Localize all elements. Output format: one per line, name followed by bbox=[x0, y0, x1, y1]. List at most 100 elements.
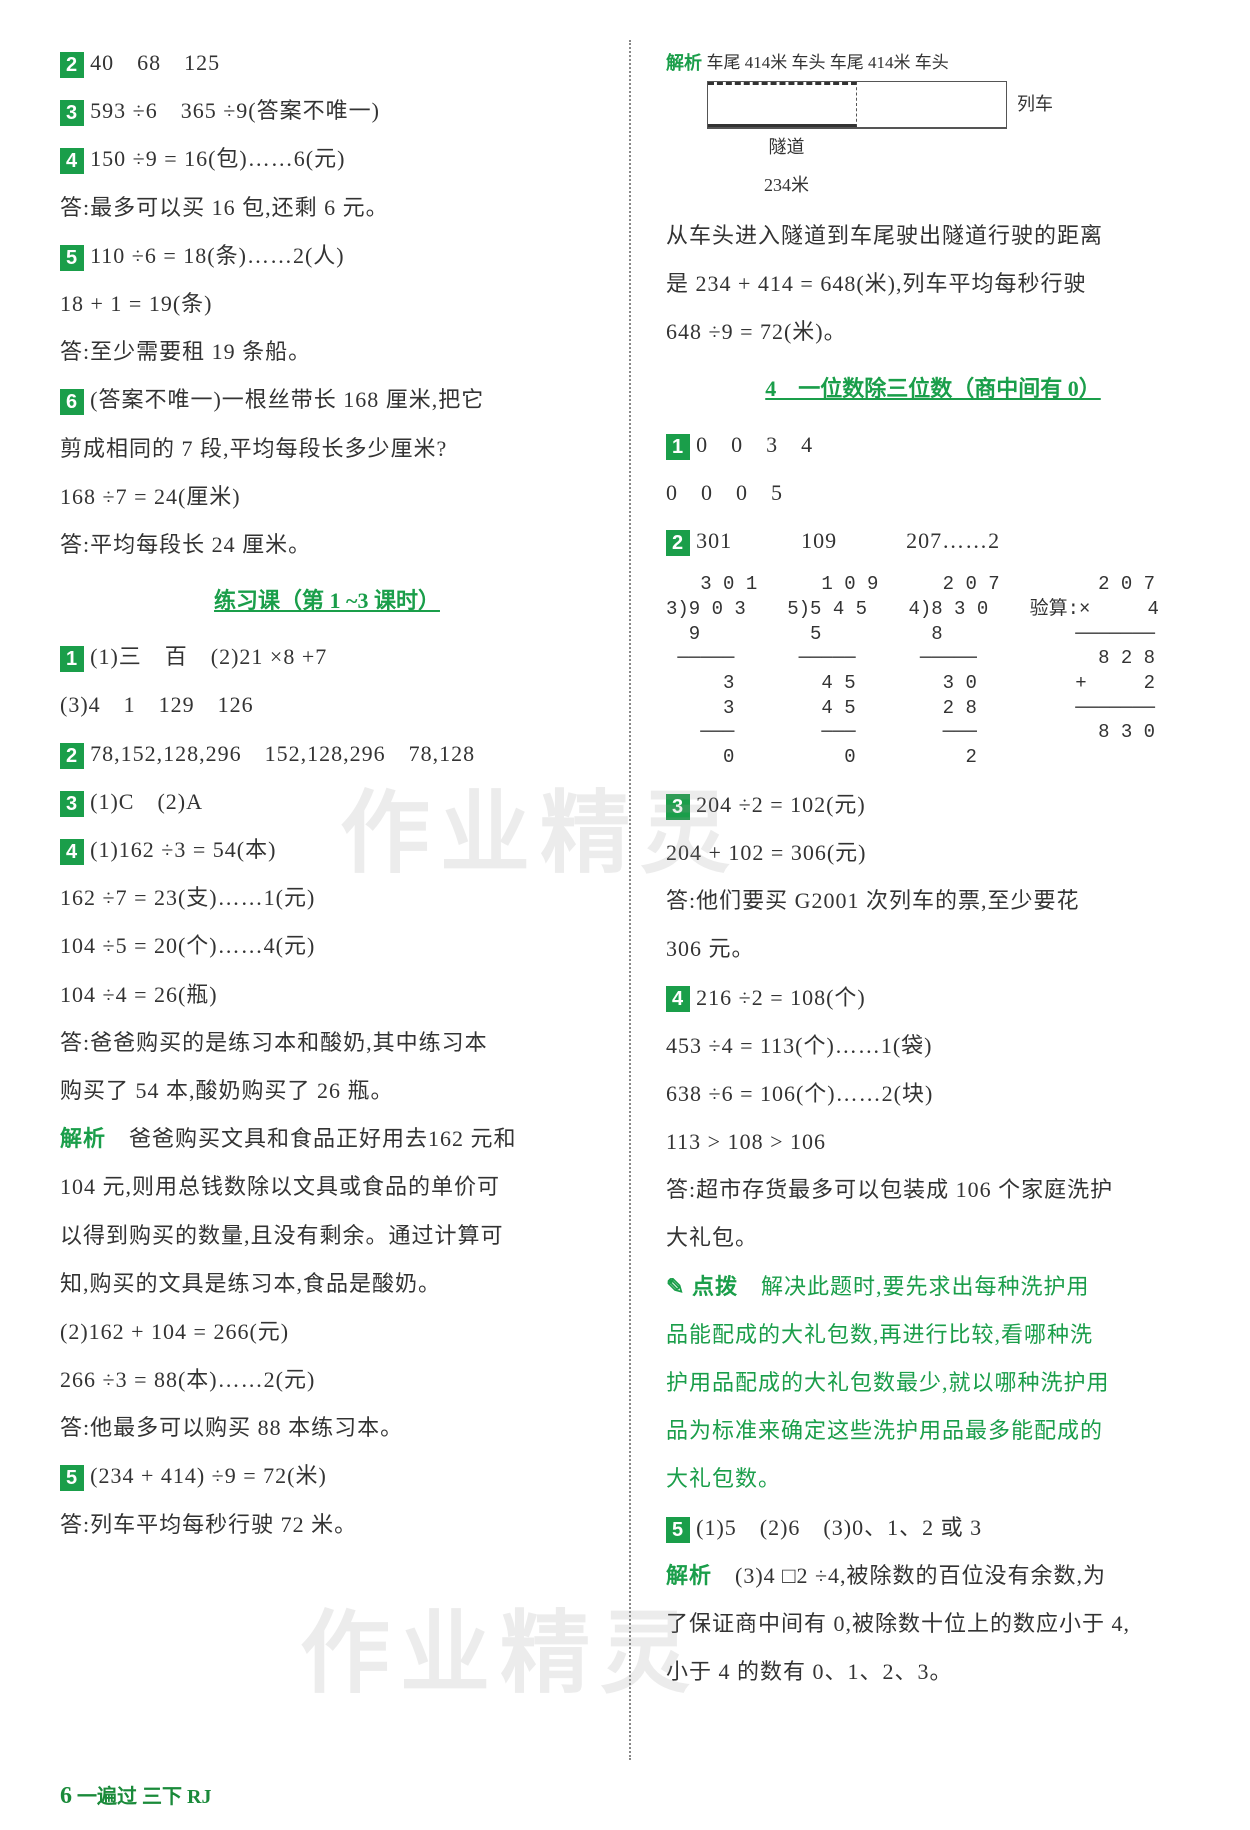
analysis-line: 解析 (3)4 □2 ÷4,被除数的百位没有余数,为 bbox=[666, 1553, 1200, 1599]
diagram-box bbox=[707, 81, 1007, 130]
diagram-seg bbox=[708, 82, 858, 128]
book-title: 一遍过 bbox=[77, 1786, 137, 1808]
diagram-seg bbox=[857, 82, 1006, 128]
item-5: 5(1)5 (2)6 (3)0、1、2 或 3 bbox=[666, 1505, 1200, 1551]
item-5: 5(234 + 414) ÷9 = 72(米) bbox=[60, 1453, 594, 1499]
badge-5: 5 bbox=[666, 1517, 690, 1543]
section-title-division: 4 一位数除三位数（商中间有 0） bbox=[666, 366, 1200, 412]
item-6: 6(答案不唯一)一根丝带长 168 厘米,把它 bbox=[60, 377, 594, 423]
text: (1)C (2)A bbox=[90, 789, 203, 814]
longdiv-1: 3 0 1 3)9 0 3 9 ───── 3 3 ─── 0 bbox=[666, 572, 757, 770]
item-2: 278,152,128,296 152,128,296 78,128 bbox=[60, 731, 594, 777]
badge-3: 3 bbox=[60, 100, 84, 126]
train-diagram: 解析 车尾 414米 车头 车尾 414米 车头 列车 隧道 234米 bbox=[666, 45, 1200, 205]
calc: 18 + 1 = 19(条) bbox=[60, 281, 594, 327]
tip-label: 点拨 bbox=[692, 1274, 738, 1299]
left-column: 240 68 125 3593 ÷6 365 ÷9(答案不唯一) 4150 ÷9… bbox=[60, 40, 594, 1760]
longdiv-3: 2 0 7 4)8 3 0 8 ───── 3 0 2 8 ─── 2 bbox=[908, 572, 999, 770]
text: 648 ÷9 = 72(米)。 bbox=[666, 309, 1200, 355]
text: 爸爸购买文具和食品正好用去162 元和 bbox=[129, 1126, 517, 1151]
item-1: 1(1)三 百 (2)21 ×8 +7 bbox=[60, 634, 594, 680]
calc: 113 > 108 > 106 bbox=[666, 1119, 1200, 1165]
badge-3: 3 bbox=[60, 791, 84, 817]
answer: 答:超市存货最多可以包装成 106 个家庭洗护 bbox=[666, 1167, 1200, 1213]
longdiv-2: 1 0 9 5)5 4 5 5 ───── 4 5 4 5 ─── 0 bbox=[787, 572, 878, 770]
tunnel-label: 隧道 bbox=[769, 137, 805, 157]
text: 301 109 207……2 bbox=[696, 528, 1000, 553]
book-sub: 三下 RJ bbox=[142, 1786, 211, 1808]
text: (1)5 (2)6 (3)0、1、2 或 3 bbox=[696, 1515, 982, 1540]
badge-4: 4 bbox=[666, 986, 690, 1012]
text: 是 234 + 414 = 648(米),列车平均每秒行驶 bbox=[666, 261, 1200, 307]
item-4: 4150 ÷9 = 16(包)……6(元) bbox=[60, 136, 594, 182]
text: 小于 4 的数有 0、1、2、3。 bbox=[666, 1649, 1200, 1695]
column-divider bbox=[629, 40, 631, 1760]
train-label: 列车 bbox=[1017, 94, 1053, 114]
text: (3)4 1 129 126 bbox=[60, 682, 594, 728]
calc: 104 ÷4 = 26(瓶) bbox=[60, 972, 594, 1018]
text: 0 0 3 4 bbox=[696, 432, 813, 457]
text: 了保证商中间有 0,被除数十位上的数应小于 4, bbox=[666, 1601, 1200, 1647]
badge-4: 4 bbox=[60, 839, 84, 865]
answer: 大礼包。 bbox=[666, 1215, 1200, 1261]
text: 78,152,128,296 152,128,296 78,128 bbox=[90, 741, 475, 766]
longdiv-check: 2 0 7 验算:× 4 ─────── 8 2 8 + 2 ─────── 8… bbox=[1030, 572, 1159, 770]
calc: 162 ÷7 = 23(支)……1(元) bbox=[60, 875, 594, 921]
answer: 306 元。 bbox=[666, 926, 1200, 972]
text: 0 0 0 5 bbox=[666, 470, 1200, 516]
badge-2: 2 bbox=[60, 52, 84, 78]
analysis-label: 解析 bbox=[666, 1563, 712, 1588]
long-division-row: 3 0 1 3)9 0 3 9 ───── 3 3 ─── 0 1 0 9 5)… bbox=[666, 572, 1200, 770]
text: 解决此题时,要先求出每种洗护用 bbox=[761, 1274, 1090, 1299]
text: 知,购买的文具是练习本,食品是酸奶。 bbox=[60, 1261, 594, 1307]
item-2: 240 68 125 bbox=[60, 40, 594, 86]
badge-1: 1 bbox=[60, 646, 84, 672]
text: 40 68 125 bbox=[90, 50, 220, 75]
right-column: 解析 车尾 414米 车头 车尾 414米 车头 列车 隧道 234米 从车头进… bbox=[666, 40, 1200, 1760]
badge-1: 1 bbox=[666, 434, 690, 460]
badge-6: 6 bbox=[60, 389, 84, 415]
tip-text: 品为标准来确定这些洗护用品最多能配成的 bbox=[666, 1408, 1200, 1454]
page-number: 6 bbox=[60, 1783, 72, 1809]
badge-5: 5 bbox=[60, 1465, 84, 1491]
badge-3: 3 bbox=[666, 794, 690, 820]
calc: 168 ÷7 = 24(厘米) bbox=[60, 474, 594, 520]
text: 593 ÷6 365 ÷9(答案不唯一) bbox=[90, 98, 380, 123]
answer: 答:他们要买 G2001 次列车的票,至少要花 bbox=[666, 878, 1200, 924]
analysis-label: 解析 bbox=[666, 53, 702, 73]
text: (答案不唯一)一根丝带长 168 厘米,把它 bbox=[90, 387, 484, 412]
tip-icon: ✎ bbox=[666, 1274, 692, 1299]
item-3: 3204 ÷2 = 102(元) bbox=[666, 782, 1200, 828]
text: 剪成相同的 7 段,平均每段长多少厘米? bbox=[60, 426, 594, 472]
answer: 答:至少需要租 19 条船。 bbox=[60, 329, 594, 375]
text: (1)162 ÷3 = 54(本) bbox=[90, 837, 276, 862]
calc: 638 ÷6 = 106(个)……2(块) bbox=[666, 1071, 1200, 1117]
item-4: 4216 ÷2 = 108(个) bbox=[666, 975, 1200, 1021]
text: 150 ÷9 = 16(包)……6(元) bbox=[90, 146, 345, 171]
item-3: 3593 ÷6 365 ÷9(答案不唯一) bbox=[60, 88, 594, 134]
text: 216 ÷2 = 108(个) bbox=[696, 985, 866, 1010]
answer: 答:平均每段长 24 厘米。 bbox=[60, 522, 594, 568]
calc: 204 + 102 = 306(元) bbox=[666, 830, 1200, 876]
tip-text: 品能配成的大礼包数,再进行比较,看哪种洗 bbox=[666, 1312, 1200, 1358]
analysis-label: 解析 bbox=[60, 1126, 106, 1151]
badge-2: 2 bbox=[60, 743, 84, 769]
badge-5: 5 bbox=[60, 245, 84, 271]
text: (234 + 414) ÷9 = 72(米) bbox=[90, 1463, 327, 1488]
section-title-practice: 练习课（第 1 ~3 课时） bbox=[60, 578, 594, 624]
tip-text: 护用品配成的大礼包数最少,就以哪种洗护用 bbox=[666, 1360, 1200, 1406]
calc: 104 ÷5 = 20(个)……4(元) bbox=[60, 923, 594, 969]
text: (3)4 □2 ÷4,被除数的百位没有余数,为 bbox=[735, 1563, 1106, 1588]
badge-4: 4 bbox=[60, 148, 84, 174]
page-footer: 6 一遍过 三下 RJ bbox=[60, 1780, 211, 1810]
calc: 453 ÷4 = 113(个)……1(袋) bbox=[666, 1023, 1200, 1069]
two-column-layout: 240 68 125 3593 ÷6 365 ÷9(答案不唯一) 4150 ÷9… bbox=[60, 40, 1200, 1760]
calc: (2)162 + 104 = 266(元) bbox=[60, 1309, 594, 1355]
calc: 266 ÷3 = 88(本)……2(元) bbox=[60, 1357, 594, 1403]
item-5: 5110 ÷6 = 18(条)……2(人) bbox=[60, 233, 594, 279]
text: 110 ÷6 = 18(条)……2(人) bbox=[90, 243, 344, 268]
tunnel-length: 234米 bbox=[764, 175, 809, 195]
item-1: 10 0 3 4 bbox=[666, 422, 1200, 468]
answer: 答:爸爸购买的是练习本和酸奶,其中练习本 bbox=[60, 1020, 594, 1066]
item-2: 2301 109 207……2 bbox=[666, 518, 1200, 564]
